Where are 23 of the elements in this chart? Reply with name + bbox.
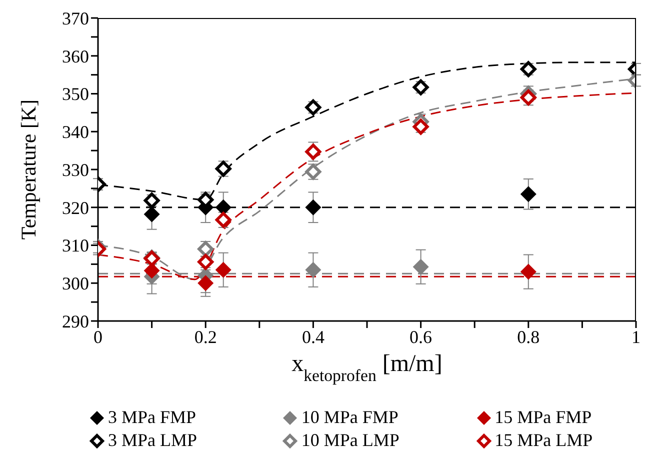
y-tick-label: 300 xyxy=(62,274,89,294)
y-tick-label: 290 xyxy=(62,311,89,332)
y-tick-label: 320 xyxy=(62,198,89,218)
x-tick-label: 0.6 xyxy=(410,326,432,347)
y-tick-label: 340 xyxy=(62,122,89,142)
x-tick-label: 1 xyxy=(632,326,640,347)
x-tick-label: 0 xyxy=(94,326,102,347)
x-tick-label: 0.4 xyxy=(302,326,324,347)
legend-label: 15 MPa LMP xyxy=(494,430,593,451)
y-axis-title: Temperature [K] xyxy=(16,99,40,240)
legend-label: 3 MPa LMP xyxy=(108,430,198,451)
y-tick-label: 350 xyxy=(62,84,89,104)
legend-label: 10 MPa FMP xyxy=(301,407,398,428)
legend-label: 10 MPa LMP xyxy=(301,430,400,451)
x-tick-label: 0.2 xyxy=(194,326,217,347)
legend-label: 3 MPa FMP xyxy=(108,407,196,428)
y-tick-label: 310 xyxy=(62,236,89,256)
x-axis-title: x$_{ketoprofen}$ [m/m] xyxy=(292,351,442,384)
legend-label: 15 MPa FMP xyxy=(494,407,592,428)
y-tick-label: 330 xyxy=(62,160,89,180)
y-tick-label: 370 xyxy=(62,8,89,28)
x-tick-label: 0.8 xyxy=(517,326,540,347)
y-tick-label: 360 xyxy=(62,46,89,66)
